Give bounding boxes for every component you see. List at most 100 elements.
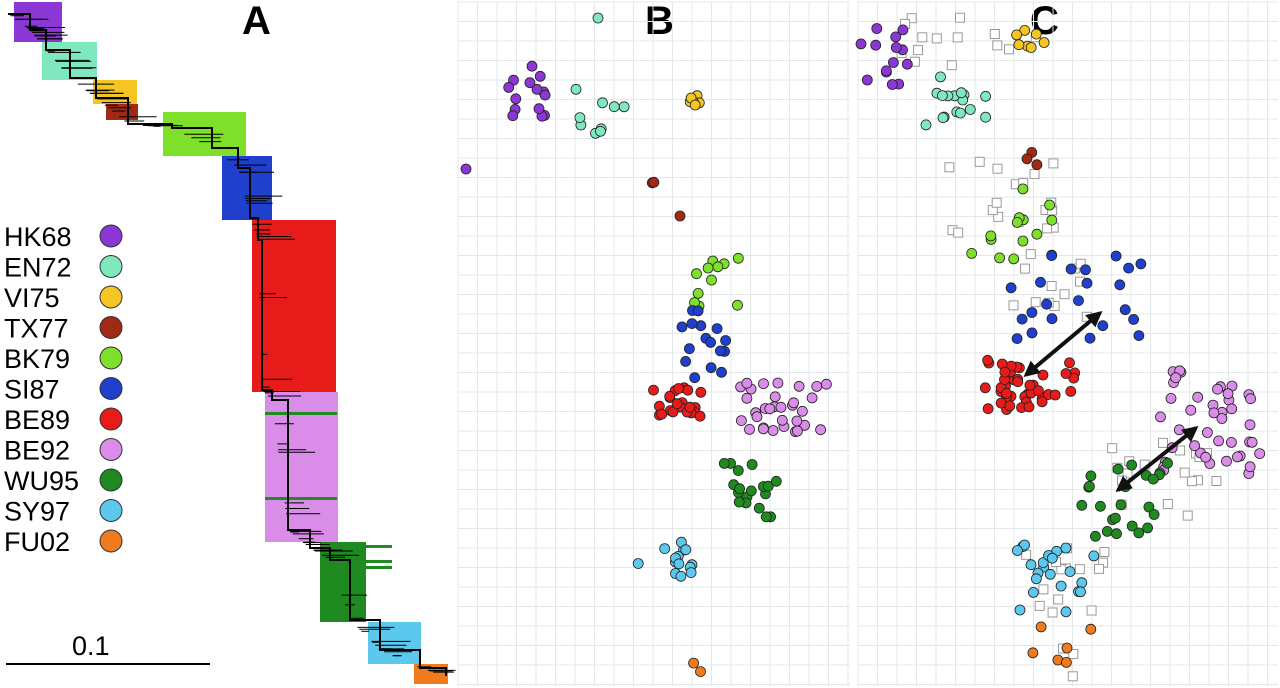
strain-point-sy97 [1044,568,1056,580]
strain-point-hk68 [901,58,913,70]
legend-swatch-sy97 [99,499,123,522]
strain-point-be92 [775,401,787,413]
strain-point-be92 [806,392,818,404]
strain-point-be92 [1246,436,1258,448]
strain-point-fu02 [688,657,699,669]
serum-point [974,156,985,167]
strain-point-be89 [1012,376,1024,388]
serum-point [1034,600,1045,611]
strain-point-si87 [689,372,701,384]
strain-point-hk68 [526,60,538,72]
strain-point-be92 [776,414,788,426]
legend-swatch-be89 [99,407,123,431]
serum-point [953,227,964,238]
strain-point-bk79 [691,268,702,280]
strain-point-si87 [705,336,716,348]
serum-point [1099,547,1110,557]
strain-point-be92 [1222,388,1234,400]
strain-point-si87 [1097,320,1109,332]
strain-point-vi75 [1030,28,1042,40]
strain-point-be89 [648,384,659,396]
strain-point-wu95 [1112,463,1124,475]
strain-point-sy97 [1060,542,1072,554]
strain-point-wu95 [746,459,758,470]
strain-point-en72 [595,125,606,137]
strain-point-wu95 [1101,526,1113,537]
strain-point-hk68 [888,57,899,68]
strain-point-be92 [741,392,753,404]
strain-point-be92 [1226,403,1238,415]
strain-point-si87 [705,362,717,374]
strain-point-bk79 [1017,183,1029,195]
strain-point-hk68 [507,110,519,122]
strain-point-bk79 [732,299,743,311]
strain-point-si87 [1133,330,1145,342]
legend-label-be92: BE92 [4,436,70,466]
strain-point-be92 [751,411,763,423]
serum-point [1179,467,1190,478]
legend-swatch-vi75 [99,285,123,309]
serum-point [989,29,1000,39]
strain-point-be89 [671,398,683,410]
strain-point-hk68 [897,24,909,36]
legend-swatch-tx77 [99,316,123,339]
serum-point [1086,605,1097,616]
serum-point [1030,297,1041,308]
strain-point-be92 [767,425,779,436]
strain-point-tx77 [648,176,660,188]
serum-point [1211,476,1222,486]
strain-point-sy97 [673,558,685,570]
strain-point-si87 [1081,277,1093,289]
strain-point-be89 [1024,379,1036,391]
strain-point-be92 [1245,393,1256,405]
strain-point-be92 [1155,411,1166,423]
strain-point-si87 [1080,264,1091,276]
clade-stripe [265,497,337,500]
strain-point-be89 [1004,400,1016,412]
strain-point-si87 [686,318,698,330]
serum-point [1094,563,1104,574]
strain-point-si87 [1011,333,1023,345]
strain-point-wu95 [1084,480,1095,492]
strain-point-be89 [1037,369,1049,381]
strain-point-be92 [758,423,769,435]
clade-box-be89 [252,220,336,392]
strain-point-en72 [955,107,966,119]
strain-point-wu95 [1142,522,1153,534]
strain-point-be92 [1213,435,1224,447]
strain-point-si87 [680,355,691,367]
strain-point-sy97 [1064,566,1076,577]
legend-swatch-be92 [99,438,123,461]
strain-point-hk68 [871,23,883,34]
strain-point-be89 [695,386,707,398]
strain-point-vi75 [1019,24,1031,36]
strain-point-en72 [592,12,604,24]
serum-point [946,60,957,71]
strain-point-sy97 [1060,606,1072,618]
strain-point-be92 [1244,419,1256,431]
strain-point-si87 [1005,282,1017,294]
serum-point [992,163,1003,174]
strain-point-wu95 [1162,457,1173,469]
clade-stripe [265,412,337,415]
strain-point-si87 [1016,313,1028,325]
serum-point [993,211,1004,222]
serum-point [1025,249,1036,260]
strain-point-en72 [574,112,586,123]
strain-point-vi75 [689,99,701,111]
scale-bar-label: 0.1 [72,631,110,661]
serum-point [955,12,965,23]
strain-point-bk79 [966,247,978,259]
strain-point-be92 [1192,391,1204,403]
strain-point-si87 [1065,263,1077,275]
strain-point-be92 [1226,436,1237,448]
clade-box-wu95 [320,542,366,622]
strain-point-be89 [656,408,668,420]
strain-point-be89 [664,390,676,402]
strain-point-be89 [1060,368,1072,379]
strain-point-hk68 [886,79,898,90]
serum-point [913,45,923,56]
strain-point-be92 [1173,424,1185,436]
strain-point-be89 [982,354,993,366]
strain-point-fu02 [1061,642,1073,654]
